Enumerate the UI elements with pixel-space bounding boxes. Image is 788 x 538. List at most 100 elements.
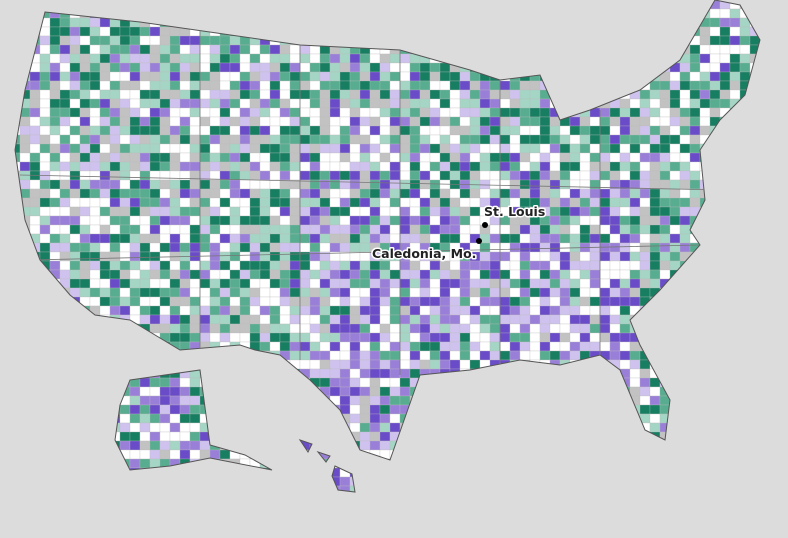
county (459, 143, 471, 154)
county (39, 125, 51, 136)
county (689, 116, 701, 127)
county (69, 251, 81, 262)
county (319, 278, 331, 289)
county (289, 233, 301, 244)
county (259, 188, 271, 199)
county (539, 242, 551, 253)
county (119, 206, 131, 217)
county (189, 206, 201, 217)
county (439, 125, 451, 136)
county (579, 134, 591, 145)
county (509, 134, 521, 145)
county (539, 350, 551, 361)
county (419, 314, 431, 325)
county (359, 206, 371, 217)
county (139, 449, 151, 460)
county (309, 125, 321, 136)
county (499, 107, 511, 118)
county (569, 152, 581, 163)
county (519, 287, 531, 298)
county (459, 341, 471, 352)
county (699, 89, 711, 100)
county (179, 449, 191, 460)
county (629, 179, 641, 190)
county (289, 341, 301, 352)
county (149, 386, 161, 397)
county (69, 170, 81, 181)
county (359, 422, 371, 433)
county (649, 107, 661, 118)
county (499, 251, 511, 262)
county (319, 287, 331, 298)
county (109, 260, 121, 271)
county (589, 287, 601, 298)
county (99, 197, 111, 208)
county (369, 107, 381, 118)
county (189, 440, 201, 451)
county (469, 152, 481, 163)
county (319, 125, 331, 136)
county (209, 287, 221, 298)
county (309, 332, 321, 343)
county (209, 305, 221, 316)
county (479, 107, 491, 118)
county (299, 215, 311, 226)
county (119, 404, 131, 415)
county (269, 134, 281, 145)
county (359, 305, 371, 316)
county (129, 458, 141, 469)
county (229, 260, 241, 271)
county (599, 206, 611, 217)
county (649, 125, 661, 136)
county (459, 260, 471, 271)
county (169, 296, 181, 307)
county (159, 53, 171, 64)
county (349, 278, 361, 289)
county (199, 287, 211, 298)
county (179, 323, 191, 334)
county (149, 314, 161, 325)
county (49, 197, 61, 208)
county (439, 152, 451, 163)
county (99, 134, 111, 145)
county (359, 224, 371, 235)
county (409, 296, 421, 307)
county (139, 251, 151, 262)
county (639, 197, 651, 208)
county (109, 125, 121, 136)
county (69, 152, 81, 163)
county (569, 341, 581, 352)
county (509, 125, 521, 136)
county (549, 125, 561, 136)
county (229, 278, 241, 289)
county (399, 287, 411, 298)
county (239, 80, 251, 91)
county (129, 62, 141, 73)
county (409, 116, 421, 127)
county (389, 161, 401, 172)
county (409, 305, 421, 316)
county (529, 89, 541, 100)
county (599, 224, 611, 235)
county (189, 242, 201, 253)
county (99, 287, 111, 298)
county (199, 71, 211, 82)
county (79, 116, 91, 127)
county (159, 305, 171, 316)
county (619, 260, 631, 271)
county (429, 323, 441, 334)
county (629, 206, 641, 217)
county (349, 413, 361, 424)
county (719, 26, 731, 37)
county (169, 242, 181, 253)
county (309, 71, 321, 82)
county (329, 233, 341, 244)
county (179, 179, 191, 190)
county (219, 260, 231, 271)
county (369, 134, 381, 145)
county (359, 188, 371, 199)
county (659, 152, 671, 163)
county (219, 152, 231, 163)
county (199, 440, 211, 451)
county (99, 17, 111, 28)
